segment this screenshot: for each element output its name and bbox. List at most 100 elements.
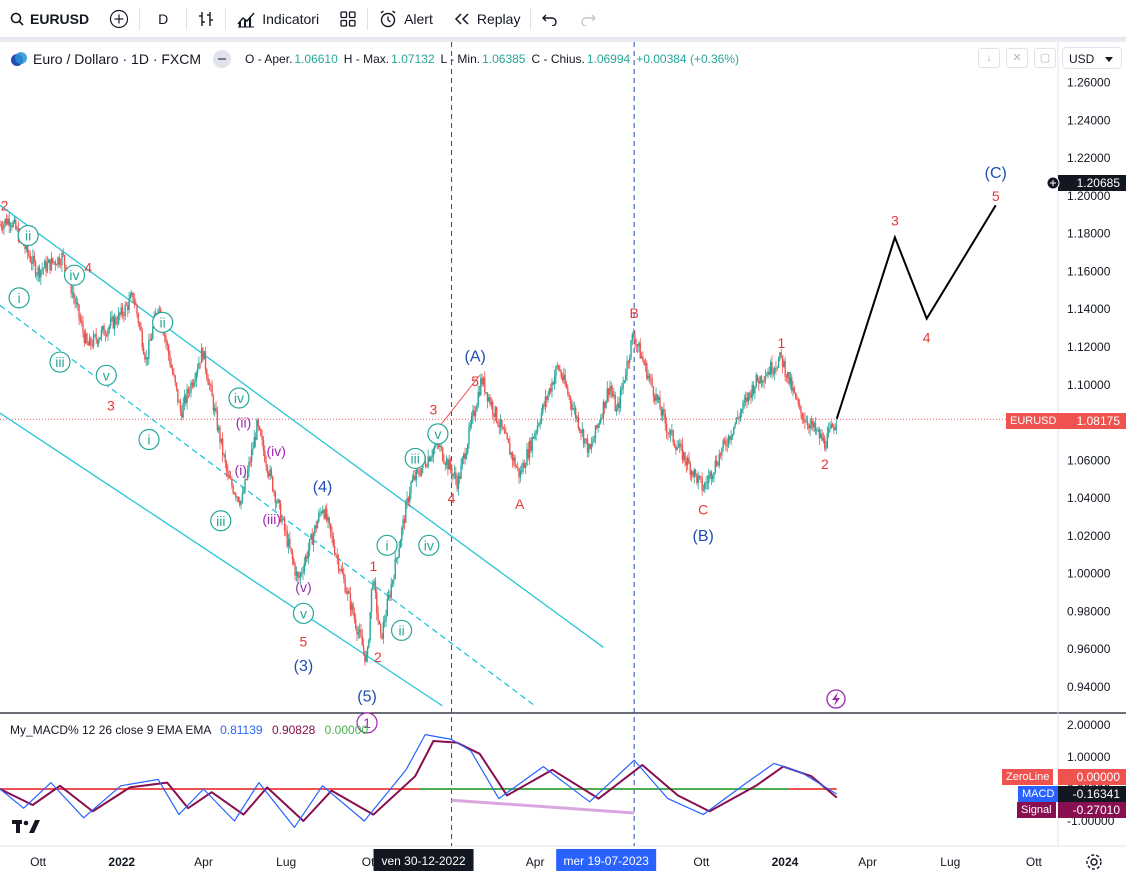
- candle-body: [447, 459, 449, 470]
- wave-label: (B): [693, 528, 714, 545]
- candle-body: [187, 389, 190, 393]
- candle-body: [827, 428, 830, 434]
- price-axis-tick: 1.24000: [1067, 113, 1111, 127]
- candle-body: [650, 377, 652, 379]
- candle-body: [278, 499, 280, 504]
- candle-body: [804, 419, 806, 423]
- candle-body: [203, 351, 205, 360]
- candle-body: [675, 446, 677, 450]
- candle-body: [567, 387, 569, 394]
- settings-gear-icon[interactable]: [1084, 852, 1104, 872]
- candle-body: [627, 361, 630, 363]
- candle-body: [80, 320, 83, 323]
- candle-body: [173, 373, 175, 376]
- candle-body: [468, 426, 470, 445]
- wave-label: 5: [992, 188, 1000, 204]
- indicators-button[interactable]: Indicatori: [226, 0, 329, 38]
- candle-body: [805, 421, 807, 423]
- wave-label: 1: [363, 715, 371, 731]
- candle-body: [572, 408, 574, 410]
- candle-body: [679, 443, 681, 448]
- price-axis-tick: 1.00000: [1067, 567, 1111, 581]
- candle-body: [758, 381, 760, 384]
- candle-body: [257, 420, 259, 427]
- candle-body: [190, 382, 192, 393]
- wave-label-circle: [376, 534, 398, 556]
- candle-body: [360, 629, 362, 637]
- legend-low-value: 1.06385: [482, 52, 526, 66]
- candle-body: [748, 392, 751, 394]
- candle-body: [314, 525, 316, 534]
- candle-body: [734, 423, 736, 427]
- candle-body: [785, 376, 788, 378]
- candle-body: [13, 219, 16, 223]
- wave-label: ii: [25, 228, 31, 244]
- candle-body: [547, 394, 549, 400]
- zeroline-name-label: ZeroLine: [1002, 769, 1054, 785]
- candle-body: [833, 427, 835, 431]
- wave-label: 2: [374, 649, 382, 665]
- alert-button[interactable]: Alert: [368, 0, 443, 38]
- toolbar-divider: [367, 7, 369, 30]
- candle-body: [204, 351, 207, 370]
- undo-button[interactable]: [531, 0, 569, 38]
- interval-button[interactable]: D: [140, 0, 186, 38]
- hide-legend-button[interactable]: [213, 50, 232, 68]
- price-chart[interactable]: 1.26000 1.24000 1.22000 1.20000 1.18000 1.160…: [0, 42, 1126, 880]
- candle-body: [581, 429, 583, 434]
- candle-body: [514, 457, 516, 467]
- candle-body: [427, 456, 429, 467]
- candle-body: [740, 409, 743, 413]
- candle-body: [354, 618, 357, 628]
- wave-label: iv: [69, 267, 79, 283]
- redo-button[interactable]: [569, 0, 607, 38]
- candle-body: [324, 508, 327, 519]
- collapse-pane-button[interactable]: ✕: [1006, 48, 1028, 68]
- templates-button[interactable]: [329, 0, 367, 38]
- candle-body: [59, 264, 62, 266]
- candle-body: [304, 555, 307, 564]
- candle-body: [26, 243, 29, 253]
- candle-body: [228, 474, 230, 479]
- candle-body: [119, 312, 121, 315]
- price-axis-tick: 1.18000: [1067, 227, 1111, 241]
- candle-body: [55, 264, 58, 266]
- tradingview-logo-icon: [12, 820, 40, 833]
- candle-body: [763, 381, 765, 383]
- candle-body: [466, 444, 469, 453]
- candle-body: [676, 447, 678, 450]
- wave-label: iv: [424, 537, 434, 553]
- price-axis-tick: 0.98000: [1067, 604, 1111, 618]
- currency-selector[interactable]: USD: [1062, 47, 1122, 69]
- candle-body: [574, 408, 577, 419]
- candle-body: [794, 392, 797, 399]
- candle-body: [813, 422, 815, 428]
- time-axis-tick: 2022: [108, 855, 135, 869]
- move-down-button[interactable]: ↓: [978, 48, 1000, 68]
- candle-body: [453, 472, 456, 475]
- wave-label: iii: [55, 354, 64, 370]
- candle-body: [102, 326, 104, 330]
- replay-button[interactable]: Replay: [443, 0, 531, 38]
- candle-body: [44, 260, 46, 269]
- candle-body: [800, 406, 802, 413]
- wave-label: iv: [234, 390, 244, 406]
- candle-body: [49, 259, 51, 271]
- chart-type-button[interactable]: [187, 0, 225, 38]
- candle-body: [808, 425, 810, 429]
- candle-body: [405, 502, 407, 523]
- candle-body: [310, 534, 312, 540]
- compare-button[interactable]: [99, 0, 139, 38]
- candle-body: [414, 476, 416, 480]
- maximize-pane-button[interactable]: ▢: [1034, 48, 1056, 68]
- wave-label: v: [103, 367, 110, 383]
- candle-body: [185, 395, 187, 404]
- candle-body: [465, 452, 468, 459]
- candle-body: [393, 578, 395, 581]
- symbol-search[interactable]: EURUSD: [0, 0, 99, 38]
- candle-body: [482, 377, 485, 385]
- candle-body: [293, 559, 295, 565]
- projection-path: [835, 204, 997, 420]
- candle-body: [722, 440, 724, 448]
- candle-body: [768, 371, 771, 375]
